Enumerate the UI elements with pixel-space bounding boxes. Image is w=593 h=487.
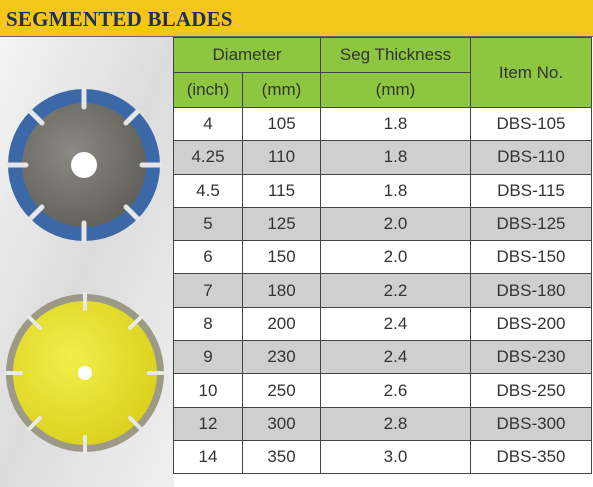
table-cell: DBS-200 <box>470 306 592 342</box>
table-cell: 1.8 <box>320 106 471 142</box>
table-cell: 7 <box>173 273 243 308</box>
table-cell: 250 <box>242 373 321 408</box>
table-cell: 2.8 <box>320 406 471 441</box>
table-cell: 2.2 <box>320 273 471 308</box>
table-cell: 115 <box>242 173 321 208</box>
table-cell: DBS-105 <box>470 106 592 142</box>
header-cell: Seg Thickness <box>320 37 471 73</box>
header-cell: Diameter <box>173 37 321 73</box>
title-bar: SEGMENTED BLADES <box>0 0 593 37</box>
table-cell: 350 <box>242 439 321 475</box>
table-row: 8 200 2.4 DBS-200 <box>173 306 592 342</box>
blue-blade <box>5 86 163 244</box>
table-row: 9 230 2.4 DBS-230 <box>173 340 592 375</box>
table-row: 10 250 2.6 DBS-250 <box>173 373 592 408</box>
table-cell: DBS-250 <box>470 373 592 408</box>
table-cell: 2.4 <box>320 340 471 375</box>
table-cell: 6 <box>173 240 243 275</box>
table-cell: 4 <box>173 106 243 142</box>
table-cell: DBS-110 <box>470 140 592 175</box>
table-row: 6 150 2.0 DBS-150 <box>173 240 592 275</box>
table-cell: 2.6 <box>320 373 471 408</box>
yellow-blade <box>4 292 166 454</box>
table-cell: DBS-180 <box>470 273 592 308</box>
table-cell: 2.4 <box>320 306 471 342</box>
table-cell: DBS-300 <box>470 406 592 441</box>
table-cell: 200 <box>242 306 321 342</box>
table-cell: 2.0 <box>320 240 471 275</box>
table-cell: 125 <box>242 206 321 242</box>
table-cell: 110 <box>242 140 321 175</box>
table-cell: 4.5 <box>173 173 243 208</box>
table-cell: 4.25 <box>173 140 243 175</box>
product-images <box>0 37 174 487</box>
spec-table: Diameter Seg Thickness Item No. (inch) (… <box>173 37 592 475</box>
table-cell: DBS-115 <box>470 173 592 208</box>
table-cell: 5 <box>173 206 243 242</box>
header-cell: (inch) <box>173 72 243 108</box>
table-row: 7 180 2.2 DBS-180 <box>173 273 592 308</box>
table-cell: DBS-350 <box>470 439 592 475</box>
table-cell: 12 <box>173 406 243 441</box>
title: SEGMENTED BLADES <box>6 7 233 31</box>
header-cell: (mm) <box>242 72 321 108</box>
table-row: 4.25 110 1.8 DBS-110 <box>173 140 592 175</box>
table-cell: 8 <box>173 306 243 342</box>
table-row: 4.5 115 1.8 DBS-115 <box>173 173 592 208</box>
table-row: 4 105 1.8 DBS-105 <box>173 106 592 142</box>
header-cell: Item No. <box>470 37 592 108</box>
table-cell: 150 <box>242 240 321 275</box>
table-cell: DBS-230 <box>470 340 592 375</box>
table-cell: DBS-150 <box>470 240 592 275</box>
table-cell: 180 <box>242 273 321 308</box>
table-cell: 2.0 <box>320 206 471 242</box>
table-cell: 300 <box>242 406 321 441</box>
table-cell: 3.0 <box>320 439 471 475</box>
table-cell: 1.8 <box>320 173 471 208</box>
table-cell: DBS-125 <box>470 206 592 242</box>
table-cell: 14 <box>173 439 243 475</box>
table-cell: 1.8 <box>320 140 471 175</box>
table-cell: 230 <box>242 340 321 375</box>
header-cell: (mm) <box>320 72 471 108</box>
table-cell: 9 <box>173 340 243 375</box>
table-row: 5 125 2.0 DBS-125 <box>173 206 592 242</box>
table-row: 12 300 2.8 DBS-300 <box>173 406 592 441</box>
table-cell: 10 <box>173 373 243 408</box>
table-cell: 105 <box>242 106 321 142</box>
table-row: 14 350 3.0 DBS-350 <box>173 439 592 475</box>
